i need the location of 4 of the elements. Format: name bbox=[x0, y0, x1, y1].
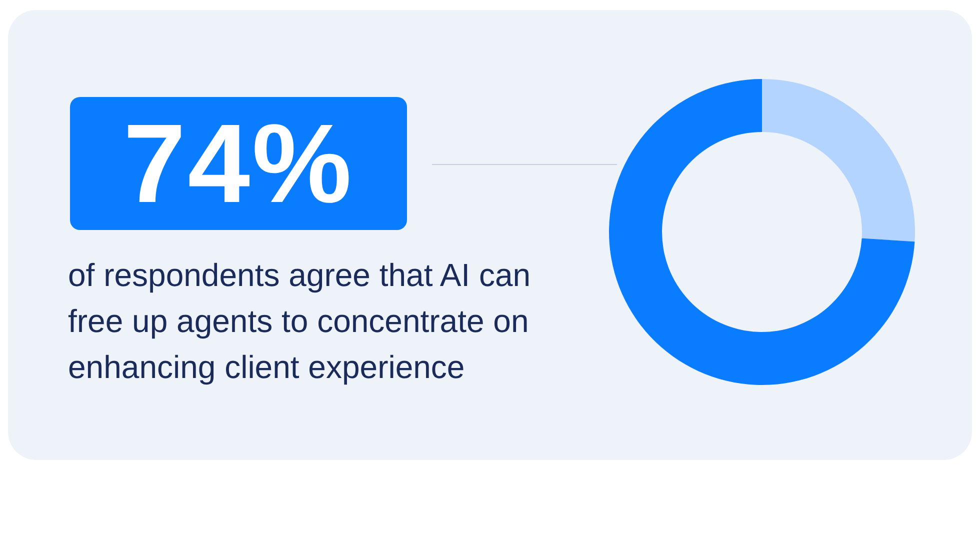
text: of respondents agree that AI can free up agents to concentrate on enhancing client experience bbox=[68, 256, 532, 387]
donut-slice bbox=[609, 79, 915, 385]
donut-slice bbox=[762, 79, 915, 242]
data-label: 74% bbox=[70, 97, 407, 230]
